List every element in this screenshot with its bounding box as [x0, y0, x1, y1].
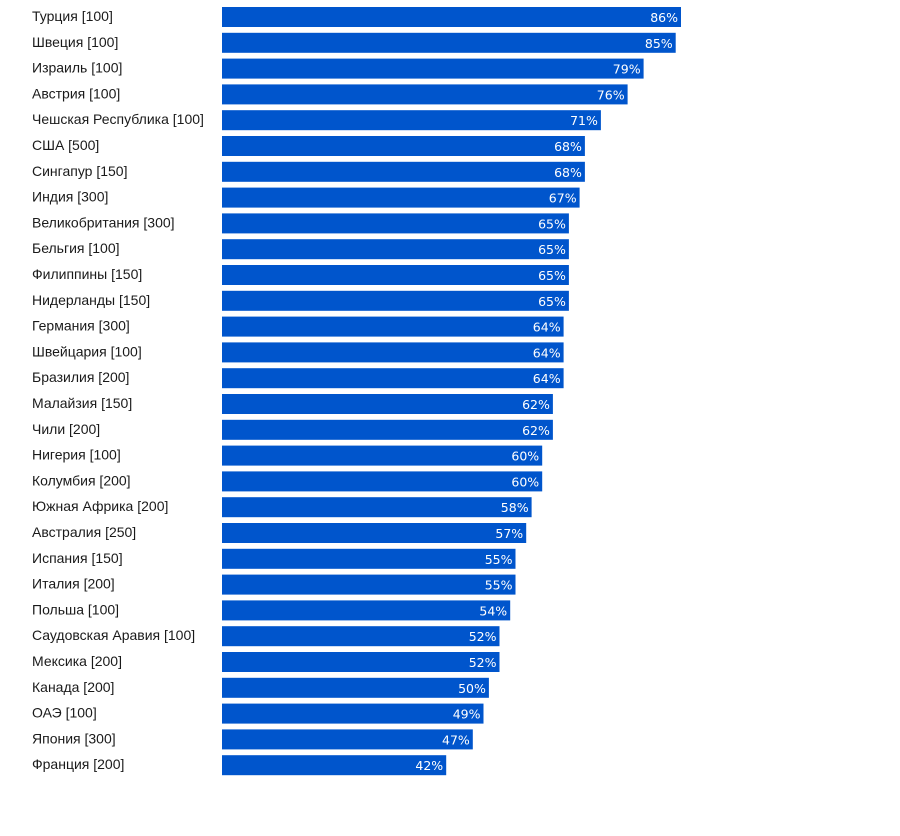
category-label: Нидерланды [150] [32, 292, 150, 308]
value-label: 60% [511, 474, 539, 489]
category-label: Малайзия [150] [32, 395, 132, 411]
category-label: Австрия [100] [32, 85, 120, 101]
bar [222, 316, 564, 337]
category-label: Польша [100] [32, 601, 119, 617]
bar [222, 7, 681, 27]
value-label: 64% [533, 345, 561, 360]
value-label: 68% [554, 165, 582, 180]
category-label: Колумбия [200] [32, 472, 131, 488]
bar [222, 394, 553, 414]
value-label: 52% [469, 629, 497, 644]
bar [222, 161, 585, 182]
value-label: 62% [522, 423, 550, 438]
category-label: Бразилия [200] [32, 369, 129, 385]
category-label: Канада [200] [32, 679, 114, 695]
value-label: 64% [533, 320, 561, 335]
category-label: Израиль [100] [32, 60, 122, 76]
category-label: Сингапур [150] [32, 163, 127, 179]
value-label: 49% [453, 707, 481, 722]
bar [222, 265, 569, 285]
bar [222, 136, 585, 156]
category-label: Филиппины [150] [32, 266, 142, 282]
category-label: Япония [300] [32, 730, 116, 746]
value-label: 67% [549, 191, 577, 206]
category-label: Великобритания [300] [32, 214, 175, 230]
value-label: 65% [538, 294, 566, 309]
category-label: ОАЭ [100] [32, 705, 97, 721]
bar [222, 652, 500, 672]
value-label: 47% [442, 732, 470, 747]
bar [222, 84, 628, 105]
category-label: Италия [200] [32, 576, 115, 592]
category-label: Турция [100] [32, 8, 113, 24]
category-label: Франция [200] [32, 756, 124, 772]
category-label: Швейцария [100] [32, 343, 142, 359]
value-label: 68% [554, 139, 582, 154]
value-label: 85% [645, 36, 673, 51]
category-label: Саудовская Аравия [100] [32, 627, 195, 643]
bar [222, 703, 484, 724]
category-label: Испания [150] [32, 550, 123, 566]
category-label: Швеция [100] [32, 34, 118, 50]
value-label: 86% [650, 10, 678, 25]
value-label: 57% [495, 526, 523, 541]
bar [222, 574, 516, 595]
bar [222, 626, 500, 647]
category-label: Австралия [250] [32, 524, 136, 540]
category-label: США [500] [32, 137, 99, 153]
bar [222, 368, 564, 389]
bar [222, 600, 511, 621]
value-label: 55% [485, 552, 513, 567]
bar [222, 342, 564, 363]
bar [222, 290, 569, 311]
value-label: 60% [511, 449, 539, 464]
value-label: 65% [538, 268, 566, 283]
category-label: Индия [300] [32, 189, 108, 205]
value-label: 58% [501, 500, 529, 515]
bar [222, 58, 644, 79]
bar [222, 213, 569, 234]
bar [222, 239, 569, 260]
category-label: Бельгия [100] [32, 240, 120, 256]
value-label: 62% [522, 397, 550, 412]
bar [222, 729, 473, 750]
value-label: 76% [597, 87, 625, 102]
bar [222, 32, 676, 53]
bar [222, 445, 543, 466]
category-label: Южная Африка [200] [32, 498, 168, 514]
value-label: 52% [469, 655, 497, 670]
value-label: 55% [485, 578, 513, 593]
value-label: 50% [458, 681, 486, 696]
category-label: Чешская Республика [100] [32, 111, 204, 127]
bar [222, 110, 601, 131]
bar [222, 497, 532, 518]
bar [222, 677, 489, 698]
value-label: 71% [570, 113, 598, 128]
value-label: 64% [533, 371, 561, 386]
bar [222, 755, 447, 776]
value-label: 79% [613, 62, 641, 77]
bar [222, 471, 543, 492]
bar [222, 419, 553, 440]
bar [222, 548, 516, 569]
value-label: 65% [538, 216, 566, 231]
value-label: 42% [415, 758, 443, 773]
bar [222, 523, 527, 543]
bar [222, 187, 580, 208]
value-label: 65% [538, 242, 566, 257]
value-label: 54% [479, 603, 507, 618]
category-label: Мексика [200] [32, 653, 122, 669]
category-label: Нигерия [100] [32, 447, 121, 463]
category-label: Чили [200] [32, 421, 100, 437]
category-label: Германия [300] [32, 318, 130, 334]
